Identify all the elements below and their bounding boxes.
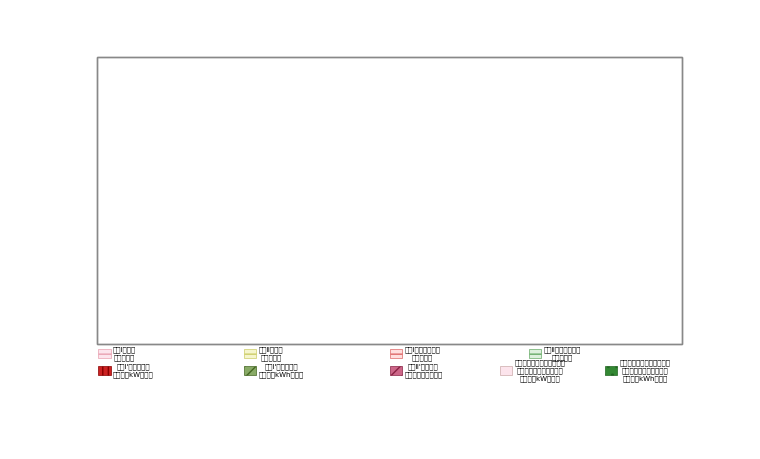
Bar [97,169,179,263]
Text: 電源
Ⅱ・a: 電源 Ⅱ・a [239,292,258,314]
Text: 1.8万kW: 1.8万kW [575,147,605,156]
Text: 関西国際空港島に立地
していることが必要な電源
(周波数制御機能を有する電源): 関西国際空港島に立地 していることが必要な電源 (周波数制御機能を有する電源) [559,68,622,91]
Bar [97,103,179,120]
Text: kW価格等、
基本料金を
支払う契約: kW価格等、 基本料金を 支払う契約 [122,201,154,232]
Bar [511,174,563,339]
Text: 0.1万kW: 0.1万kW [420,147,450,156]
Bar [179,169,272,344]
Bar [97,56,682,344]
Bar [389,366,402,375]
Text: 関西国際空港島に立地して
いることが必要な電源の
調整力（kW）契約: 関西国際空港島に立地して いることが必要な電源の 調整力（kW）契約 [515,359,565,382]
Bar [277,174,317,258]
Bar [498,120,682,134]
Text: 電源
Ⅱ・b: 電源 Ⅱ・b [335,292,355,314]
Bar [272,103,498,120]
Bar [97,263,179,344]
Bar [97,120,179,134]
Text: 需給バランス調整に活用
できる電源等
(周波数調整機能を必須としない): 需給バランス調整に活用 できる電源等 (周波数調整機能を必須としない) [351,68,418,91]
Bar [179,103,272,120]
Bar [437,268,493,339]
Text: 電源Ⅰ需給バランス
調整力契約: 電源Ⅰ需給バランス 調整力契約 [404,347,440,361]
Text: 周波数制御・需給バランス
調整に活用できる電源等
(周波数調整機能を有する電源等): 周波数制御・需給バランス 調整に活用できる電源等 (周波数調整機能を有する電源等… [192,68,258,91]
Bar [372,169,432,263]
Bar [98,349,110,358]
Text: 専用線オンライン・簡易指令システム: 専用線オンライン・簡易指令システム [344,107,426,116]
Bar [529,349,541,358]
Bar [498,103,682,120]
Bar [272,120,372,134]
Text: ３時間以内: ３時間以内 [391,123,414,132]
Bar [432,263,498,344]
Bar [98,366,110,375]
Bar [272,134,372,169]
Bar [377,174,427,258]
Text: 電源
Ⅰ・b: 電源 Ⅰ・b [288,205,305,227]
Text: 関西国際空港島に立地して
いることが必要な電源の
調整力（kWh）契約: 関西国際空港島に立地して いることが必要な電源の 調整力（kWh）契約 [619,359,670,382]
Bar [605,366,617,375]
Text: 電源Ⅰ'厳気象対応
調整力（kW）契約: 電源Ⅰ'厳気象対応 調整力（kW）契約 [112,364,154,378]
Text: 専用線オンライン: 専用線オンライン [206,107,244,116]
Bar [499,366,512,375]
Bar [372,134,498,169]
Text: 電源Ⅰ'厳気象対応
調整力（kWh）契約: 電源Ⅰ'厳気象対応 調整力（kWh）契約 [258,364,304,378]
Bar [97,56,179,103]
Text: 45分以内: 45分以内 [453,123,477,132]
Text: 0.5万kW: 0.5万kW [211,147,240,156]
Bar [498,169,682,263]
Text: 電源Ⅱ周波数
調整力契約: 電源Ⅱ周波数 調整力契約 [258,347,283,361]
Bar [320,268,370,339]
Text: kWh価格等、
従量料金を
支払う契約: kWh価格等、 従量料金を 支払う契約 [119,288,156,319]
Text: 関空島
電源: 関空島 電源 [528,207,546,230]
Text: 専用線オンライン・
簡易指令システム: 専用線オンライン・ 簡易指令システム [568,101,612,121]
Text: 15分以内: 15分以内 [310,123,334,132]
Bar [372,263,432,344]
Text: ５分以内: ５分以内 [216,123,235,132]
Text: （専用線オンライン）
0.5万kW
（簡易指令システム）
0.1万kW: （専用線オンライン） 0.5万kW （簡易指令システム） 0.1万kW [301,136,344,167]
Text: 電源
Ⅰ': 電源 Ⅰ' [397,205,408,227]
Bar [272,56,498,103]
Text: 電源Ⅰ周波数
調整力契約: 電源Ⅰ周波数 調整力契約 [112,347,136,361]
Bar [432,120,498,134]
Bar [97,134,179,169]
Bar [498,134,682,169]
Bar [244,366,256,375]
Bar [97,56,682,344]
Text: 電源
Ⅱ': 電源 Ⅱ' [459,292,471,314]
Text: 電源Ⅱ'低速需給
バランス調整力契約: 電源Ⅱ'低速需給 バランス調整力契約 [404,364,442,378]
Bar [244,349,256,358]
Bar [432,169,498,263]
Text: 発動時間: 発動時間 [128,123,147,132]
Text: １時間以内: １時間以内 [578,123,602,132]
Bar [272,263,372,344]
Bar [179,134,272,169]
Bar [179,120,272,134]
Bar [226,268,269,339]
Text: 電源
Ⅰ・a: 電源 Ⅰ・a [195,207,211,230]
Bar [498,263,682,344]
Bar [179,56,272,103]
Text: 指令・制御方法: 指令・制御方法 [121,107,154,116]
Bar [389,349,402,358]
Bar [498,56,682,103]
Bar [183,174,223,339]
Text: 最低容量: 最低容量 [128,147,147,156]
Bar [372,120,432,134]
Bar [272,169,372,263]
Text: 電源Ⅱ需給バランス
調整力契約: 電源Ⅱ需給バランス 調整力契約 [543,347,581,361]
